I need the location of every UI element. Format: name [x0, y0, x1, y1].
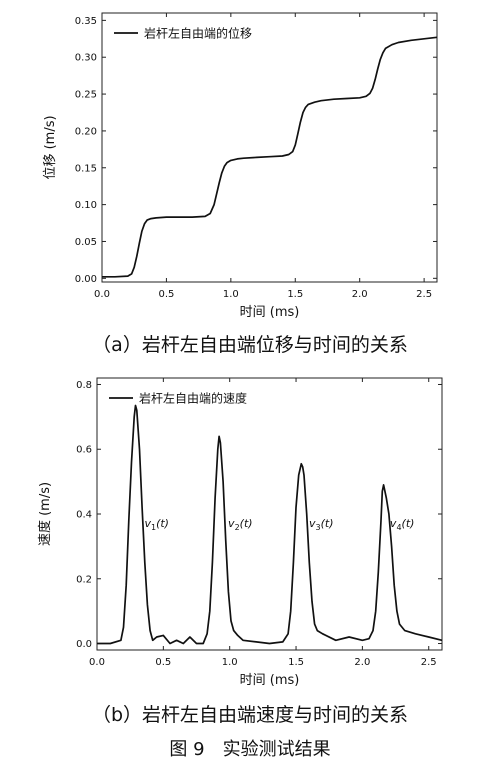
velocity-y-tick-label: 0.8: [76, 380, 92, 391]
displacement-chart: 0.0 0.5 1.0 1.5 2.0 2.5 0.00 0.05 0.10 0.15 0.20 0.…: [43, 12, 438, 320]
velocity-peak-label: v3(t): [309, 517, 334, 532]
velocity-peak-label: v4(t): [390, 517, 415, 532]
velocity-y-tick-label: 0.4: [76, 510, 92, 521]
displacement-y-tick-label: 0.10: [75, 200, 97, 211]
velocity-series-line: [97, 404, 443, 645]
displacement-x-tick-label: 1.0: [223, 289, 239, 300]
velocity-plot-frame: [96, 377, 443, 651]
displacement-plot-frame: [101, 12, 438, 283]
displacement-x-tick-label: 2.0: [352, 289, 368, 300]
displacement-y-tick-label: 0.30: [75, 53, 97, 64]
velocity-y-axis-label: 速度 (m/s): [37, 482, 53, 546]
displacement-y-axis-label: 位移 (m/s): [43, 115, 58, 179]
figure-caption: 图 9 实验测试结果: [169, 739, 331, 760]
velocity-y-tick-label: 0.2: [76, 574, 92, 585]
displacement-x-tick-label: 0.5: [158, 289, 174, 300]
displacement-y-tick-label: 0.05: [75, 237, 97, 248]
velocity-y-tick-label: 0.6: [76, 445, 92, 456]
velocity-x-tick-label: 2.0: [354, 657, 370, 668]
velocity-peak-label: v2(t): [228, 517, 253, 532]
displacement-x-axis-label: 时间 (ms): [240, 305, 300, 320]
velocity-x-tick-label: 1.0: [222, 657, 238, 668]
displacement-legend-label: 岩杆左自由端的位移: [144, 26, 252, 41]
displacement-series-line: [102, 36, 438, 278]
displacement-x-tick-label: 0.0: [94, 289, 110, 300]
displacement-y-tick-label: 0.00: [75, 274, 97, 285]
displacement-y-tick-label: 0.15: [75, 163, 97, 174]
caption-b: （b）岩杆左自由端速度与时间的关系: [91, 704, 409, 726]
velocity-x-tick-label: 0.5: [155, 657, 171, 668]
velocity-x-tick-label: 2.5: [421, 657, 437, 668]
velocity-chart: 0.0 0.5 1.0 1.5 2.0 2.5 0.0 0.2 0.4 0.6 0.8 时间 (ms)…: [37, 377, 443, 688]
velocity-y-tick-label: 0.0: [76, 639, 92, 650]
displacement-x-tick-label: 2.5: [416, 289, 432, 300]
velocity-x-tick-label: 0.0: [89, 657, 105, 668]
velocity-peak-label: v1(t): [144, 517, 169, 532]
displacement-x-tick-label: 1.5: [287, 289, 303, 300]
velocity-x-tick-label: 1.5: [288, 657, 304, 668]
displacement-y-tick-label: 0.35: [75, 16, 97, 27]
displacement-y-tick-label: 0.25: [75, 90, 97, 101]
velocity-x-axis-label: 时间 (ms): [240, 673, 300, 688]
displacement-y-tick-label: 0.20: [75, 126, 97, 137]
velocity-legend-label: 岩杆左自由端的速度: [139, 391, 247, 406]
caption-a: （a）岩杆左自由端位移与时间的关系: [92, 334, 408, 356]
